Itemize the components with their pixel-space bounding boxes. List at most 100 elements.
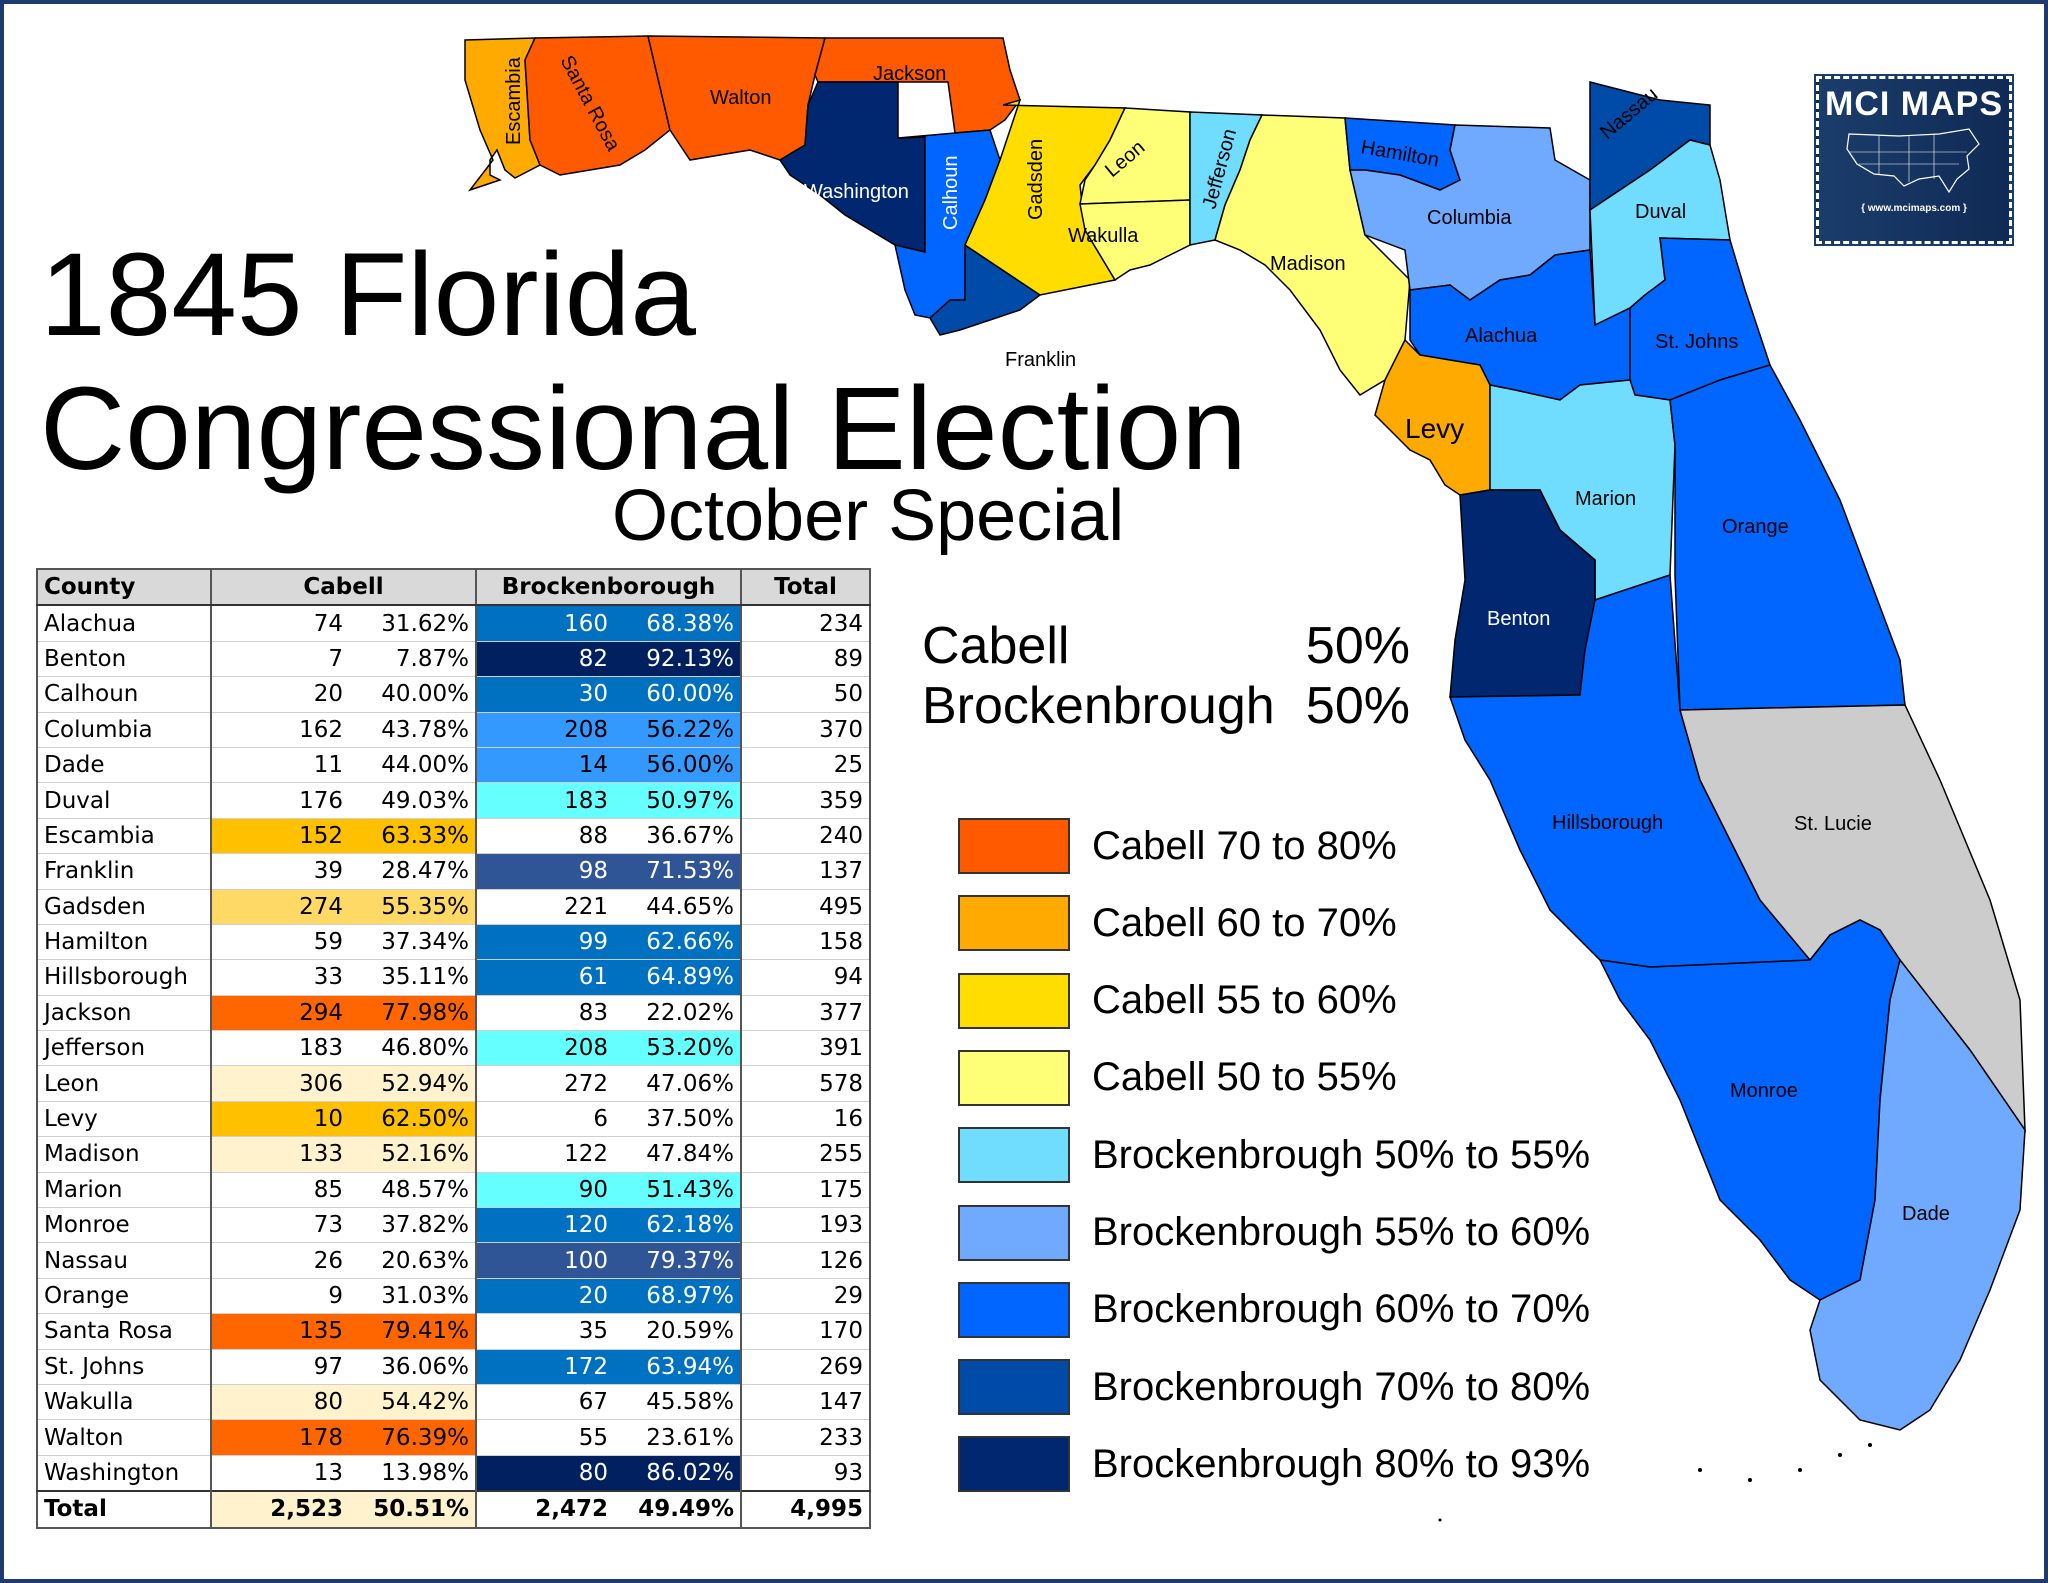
brock-votes-cell: 61	[476, 959, 614, 996]
brock-pct-cell: 68.38%	[614, 605, 742, 642]
county-cell: Madison	[37, 1136, 212, 1173]
cabell-votes-cell: 183	[211, 1030, 349, 1067]
legend-item: Cabell 60 to 70%	[958, 895, 1397, 952]
cabell-pct-cell: 31.03%	[349, 1278, 477, 1315]
brock-votes-cell: 90	[476, 1172, 614, 1209]
legend-item: Cabell 50 to 55%	[958, 1049, 1397, 1106]
county-cell: Duval	[37, 782, 212, 819]
total-cell: 29	[741, 1278, 870, 1315]
brock-pct-cell: 63.94%	[614, 1349, 742, 1385]
label-columbia: Columbia	[1427, 207, 1512, 229]
brock-pct-cell: 51.43%	[614, 1172, 742, 1209]
table-row: Marion 85 48.57% 90 51.43% 175	[37, 1172, 870, 1209]
table-row: Duval 176 49.03% 183 50.97% 359	[37, 782, 870, 819]
county-franklin[interactable]	[929, 243, 1042, 336]
county-cell: Leon	[37, 1065, 212, 1102]
header-county: County	[37, 569, 212, 607]
cabell-votes-cell: 33	[211, 959, 349, 996]
cabell-pct-cell: 46.80%	[349, 1030, 477, 1067]
county-cell: Nassau	[37, 1242, 212, 1279]
cabell-votes-cell: 274	[211, 889, 349, 925]
total-cell: 25	[741, 747, 870, 784]
county-dade[interactable]	[1809, 958, 2026, 1431]
brock-votes-cell: 99	[476, 924, 614, 961]
cabell-votes-cell: 7	[211, 641, 349, 678]
cabell-pct-cell: 37.34%	[349, 924, 477, 961]
cabell-pct-cell: 79.41%	[349, 1313, 477, 1350]
label-levy: Levy	[1405, 413, 1464, 444]
legend-swatch	[958, 972, 1070, 1029]
county-cell: Jackson	[37, 995, 212, 1032]
brock-votes-cell: 83	[476, 995, 614, 1032]
brock-pct-cell: 53.20%	[614, 1030, 742, 1067]
table-row: Gadsden 274 55.35% 221 44.65% 495	[37, 889, 870, 925]
label-marion: Marion	[1575, 488, 1636, 510]
total-cell: 391	[741, 1030, 870, 1067]
cabell-pct-cell: 13.98%	[349, 1455, 477, 1492]
label-dade: Dade	[1902, 1203, 1950, 1225]
county-cell: Franklin	[37, 853, 212, 890]
cabell-pct-cell: 55.35%	[349, 889, 477, 925]
legend-swatch	[958, 895, 1070, 952]
county-cell: Gadsden	[37, 889, 212, 925]
total-cell: 234	[741, 605, 870, 642]
brock-votes-cell: 55	[476, 1419, 614, 1456]
cabell-pct-cell: 48.57%	[349, 1172, 477, 1209]
logo-text: MCI MAPS	[1825, 85, 2003, 123]
county-cell: Washington	[37, 1455, 212, 1492]
brock-votes-cell: 160	[476, 605, 614, 642]
total-cell: 126	[741, 1242, 870, 1279]
legend-swatch	[958, 1204, 1070, 1261]
total-cell: 137	[741, 853, 870, 890]
total-cell: 255	[741, 1136, 870, 1173]
header-brockenborough: Brockenborough	[476, 569, 742, 607]
total-cell: 578	[741, 1065, 870, 1102]
cabell-pct-cell: 44.00%	[349, 747, 477, 784]
total-cell: 147	[741, 1384, 870, 1421]
title-line-2: Congressional Election	[40, 363, 1247, 495]
total-cell: 359	[741, 782, 870, 819]
cabell-votes-cell: 11	[211, 747, 349, 784]
legend-swatch	[958, 1281, 1070, 1338]
brock-votes-cell: 122	[476, 1136, 614, 1173]
county-cell: Walton	[37, 1419, 212, 1456]
legend-item: Brockenbrough 60% to 70%	[958, 1281, 1591, 1338]
legend-label: Brockenbrough 70% to 80%	[1092, 1364, 1591, 1409]
table-row: Hamilton 59 37.34% 99 62.66% 158	[37, 924, 870, 961]
brock-votes-cell: 30	[476, 676, 614, 713]
cabell-votes-cell: 176	[211, 782, 349, 819]
county-cell: Levy	[37, 1101, 212, 1138]
county-cell: St. Johns	[37, 1349, 212, 1385]
legend-label: Brockenbrough 60% to 70%	[1092, 1287, 1591, 1332]
cabell-votes-cell: 133	[211, 1136, 349, 1173]
table-row: Jefferson 183 46.80% 208 53.20% 391	[37, 1030, 870, 1067]
summary-candidate: Brockenbrough	[922, 677, 1275, 735]
cabell-votes-cell: 2,523	[211, 1490, 349, 1528]
county-cell: Orange	[37, 1278, 212, 1315]
table-row: Madison 133 52.16% 122 47.84% 255	[37, 1136, 870, 1173]
cabell-votes-cell: 13	[211, 1455, 349, 1492]
label-walton: Walton	[710, 87, 772, 109]
table-row: Leon 306 52.94% 272 47.06% 578	[37, 1065, 870, 1102]
cabell-votes-cell: 152	[211, 818, 349, 855]
brock-pct-cell: 62.18%	[614, 1207, 742, 1244]
county-cell: Calhoun	[37, 676, 212, 713]
brock-votes-cell: 2,472	[476, 1490, 614, 1528]
brock-pct-cell: 50.97%	[614, 782, 742, 819]
table-row: Nassau 26 20.63% 100 79.37% 126	[37, 1242, 870, 1279]
logo-url: { www.mcimaps.com }	[1861, 203, 1967, 214]
total-cell: 377	[741, 995, 870, 1032]
table-row: St. Johns 97 36.06% 172 63.94% 269	[37, 1349, 870, 1385]
legend-swatch	[958, 818, 1070, 874]
county-monroe[interactable]	[1598, 919, 1901, 1301]
cabell-votes-cell: 178	[211, 1419, 349, 1456]
summary-row-cabell: Cabell 50%	[922, 616, 1410, 676]
county-orange[interactable]	[1669, 364, 1906, 711]
county-results-table: County Cabell Brockenborough Total Alach…	[36, 568, 871, 1529]
florida-county-map: Escambia Santa Rosa Walton Jackson Washi…	[464, 35, 2026, 1522]
cabell-votes-cell: 26	[211, 1242, 349, 1279]
brock-votes-cell: 82	[476, 641, 614, 678]
brock-pct-cell: 37.50%	[614, 1101, 742, 1138]
cabell-pct-cell: 28.47%	[349, 853, 477, 890]
